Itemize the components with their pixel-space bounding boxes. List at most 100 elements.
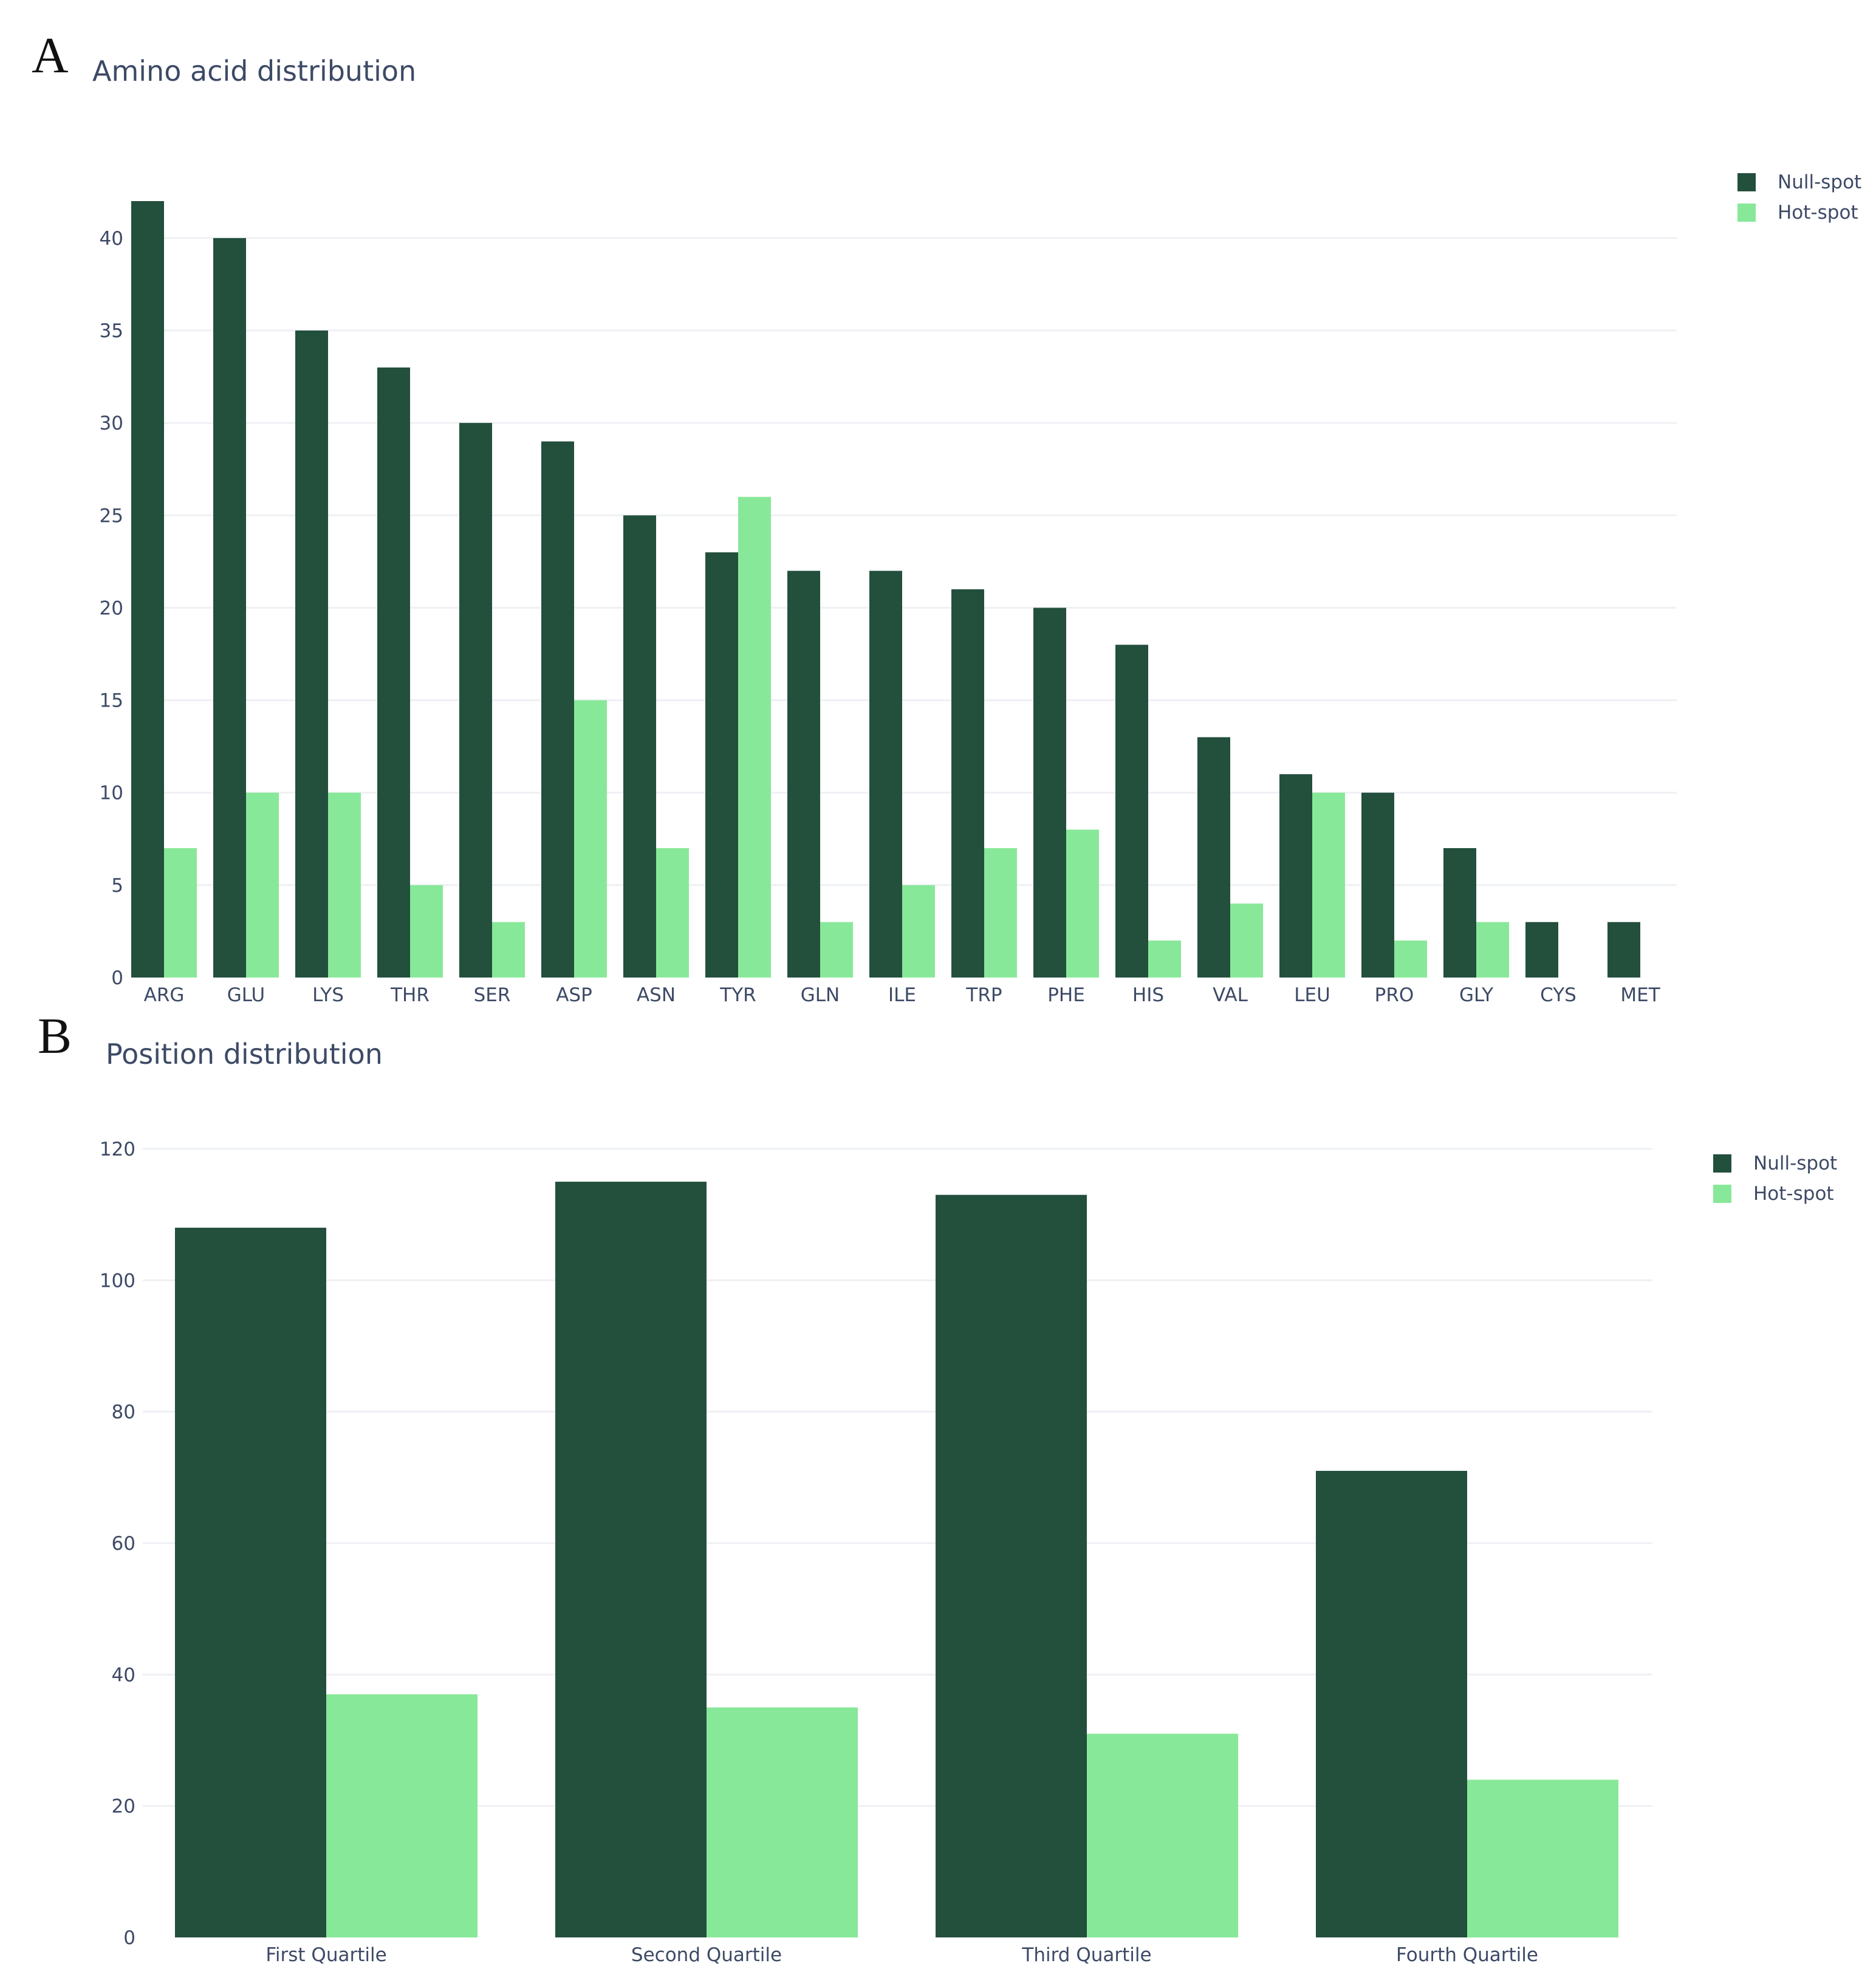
bar-hot-spot-lys[interactable] [328, 792, 361, 978]
legend-swatch-null-spot [1737, 173, 1756, 191]
x-tick-label-second-quartile: Second Quartile [631, 1944, 782, 1966]
position-chart-title: Position distribution [106, 1038, 383, 1070]
legend-item-hot-spot[interactable]: Hot-spot [1737, 197, 1861, 228]
x-tick-label-first-quartile: First Quartile [265, 1944, 386, 1966]
legend-item-hot-spot[interactable]: Hot-spot [1713, 1179, 1837, 1209]
bar-hot-spot-asp[interactable] [574, 700, 607, 978]
x-tick-label-thr: THR [390, 984, 430, 1006]
legend-swatch-null-spot [1713, 1154, 1731, 1173]
x-tick-label-gln: GLN [801, 984, 840, 1006]
position-bar-chart: 0 20 40 60 80 100 120 First Quartile Second Quar… [100, 1139, 1652, 1966]
x-tick-label-phe: PHE [1047, 984, 1085, 1006]
x-tick-label-lys: LYS [312, 984, 344, 1006]
legend-label-null-spot: Null-spot [1778, 171, 1862, 193]
bar-null-spot-lys[interactable] [295, 330, 328, 978]
bar-hot-spot-ser[interactable] [492, 922, 525, 978]
bar-null-spot-tyr[interactable] [705, 552, 738, 978]
bar-hot-spot-tyr[interactable] [738, 496, 771, 978]
y-tick-label: 10 [100, 783, 123, 804]
bar-null-spot-third-quartile[interactable] [936, 1194, 1087, 1937]
bar-hot-spot-glu[interactable] [246, 792, 279, 978]
bar-null-spot-pro[interactable] [1361, 792, 1394, 978]
bar-null-spot-trp[interactable] [951, 589, 984, 978]
bar-null-spot-gln[interactable] [787, 570, 820, 978]
amino-acid-chart-title: Amino acid distribution [92, 55, 417, 87]
y-tick-label: 100 [100, 1270, 135, 1292]
x-tick-label-asp: ASP [556, 984, 592, 1006]
x-tick-label-third-quartile: Third Quartile [1021, 1944, 1151, 1966]
legend-swatch-hot-spot [1713, 1185, 1731, 1203]
bar-null-spot-second-quartile[interactable] [555, 1182, 707, 1937]
bar-null-spot-asp[interactable] [541, 441, 574, 978]
y-tick-label: 120 [100, 1139, 135, 1160]
bar-hot-spot-gln[interactable] [820, 922, 853, 978]
x-tick-label-val: VAL [1213, 984, 1248, 1006]
bar-hot-spot-asn[interactable] [656, 848, 689, 978]
legend-label-null-spot: Null-spot [1753, 1152, 1838, 1174]
legend-item-null-spot[interactable]: Null-spot [1737, 167, 1861, 197]
y-tick-label: 15 [100, 690, 123, 712]
y-tick-label: 40 [100, 228, 123, 250]
y-tick-label: 0 [123, 1927, 135, 1949]
y-tick-label: 0 [111, 967, 123, 989]
bar-null-spot-met[interactable] [1607, 922, 1640, 978]
panel-letter-b: B [38, 1008, 72, 1064]
y-tick-label: 25 [100, 505, 123, 527]
legend-label-hot-spot: Hot-spot [1753, 1183, 1834, 1205]
x-tick-label-met: MET [1620, 984, 1660, 1006]
bar-null-spot-glu[interactable] [213, 238, 246, 978]
bar-null-spot-val[interactable] [1197, 737, 1230, 978]
x-tick-label-ile: ILE [888, 984, 916, 1006]
x-tick-label-tyr: TYR [719, 984, 756, 1006]
y-tick-label: 5 [111, 875, 123, 897]
bar-null-spot-first-quartile[interactable] [175, 1227, 326, 1937]
bar-hot-spot-gly[interactable] [1476, 922, 1509, 978]
position-panel: B Position distribution Null-spot Hot-sp… [0, 996, 1876, 1983]
bar-null-spot-ile[interactable] [869, 570, 902, 978]
y-tick-label: 20 [100, 597, 123, 619]
bar-hot-spot-first-quartile[interactable] [326, 1694, 478, 1937]
y-tick-label: 20 [112, 1796, 135, 1818]
bar-null-spot-fourth-quartile[interactable] [1316, 1471, 1467, 1937]
bar-null-spot-his[interactable] [1115, 645, 1148, 978]
bar-hot-spot-thr[interactable] [410, 885, 443, 978]
bar-null-spot-cys[interactable] [1525, 922, 1558, 978]
y-tick-label: 40 [112, 1664, 135, 1686]
y-tick-label: 35 [100, 320, 123, 342]
x-tick-label-cys: CYS [1540, 984, 1576, 1006]
x-tick-label-gly: GLY [1459, 984, 1493, 1006]
panel-letter-a: A [32, 27, 69, 84]
x-tick-label-arg: ARG [144, 984, 185, 1006]
x-tick-label-pro: PRO [1375, 984, 1414, 1006]
bar-null-spot-ser[interactable] [459, 423, 492, 978]
amino-acid-panel: A Amino acid distribution Null-spot Hot-… [32, 27, 1861, 1007]
bar-hot-spot-val[interactable] [1230, 903, 1263, 978]
bar-hot-spot-his[interactable] [1148, 940, 1181, 978]
bar-hot-spot-third-quartile[interactable] [1087, 1733, 1238, 1937]
amino-acid-bar-chart: 0 5 10 15 20 25 30 35 40 ARG GLU LYS THR SER ASP ASN TYR… [100, 201, 1677, 1006]
bar-hot-spot-second-quartile[interactable] [707, 1707, 858, 1937]
bar-hot-spot-arg[interactable] [164, 848, 197, 978]
bar-null-spot-arg[interactable] [131, 201, 164, 978]
x-tick-label-his: HIS [1132, 984, 1164, 1006]
bar-hot-spot-phe[interactable] [1066, 829, 1099, 978]
amino-acid-legend: Null-spot Hot-spot [1737, 167, 1861, 228]
bar-hot-spot-trp[interactable] [984, 848, 1017, 978]
legend-item-null-spot[interactable]: Null-spot [1713, 1148, 1837, 1179]
x-tick-label-leu: LEU [1294, 984, 1330, 1006]
bar-null-spot-gly[interactable] [1443, 848, 1476, 978]
x-tick-label-fourth-quartile: Fourth Quartile [1396, 1944, 1538, 1966]
bar-null-spot-leu[interactable] [1279, 774, 1312, 978]
bar-null-spot-asn[interactable] [623, 515, 656, 978]
bar-hot-spot-leu[interactable] [1312, 792, 1345, 978]
bar-hot-spot-pro[interactable] [1394, 940, 1427, 978]
bar-null-spot-thr[interactable] [377, 367, 410, 978]
y-tick-label: 80 [112, 1402, 135, 1423]
bar-null-spot-phe[interactable] [1033, 608, 1066, 978]
position-legend: Null-spot Hot-spot [1713, 1148, 1837, 1209]
x-tick-label-trp: TRP [965, 984, 1002, 1006]
x-tick-label-asn: ASN [637, 984, 676, 1006]
bar-hot-spot-fourth-quartile[interactable] [1467, 1779, 1618, 1937]
bar-hot-spot-ile[interactable] [902, 885, 935, 978]
legend-swatch-hot-spot [1737, 204, 1756, 222]
